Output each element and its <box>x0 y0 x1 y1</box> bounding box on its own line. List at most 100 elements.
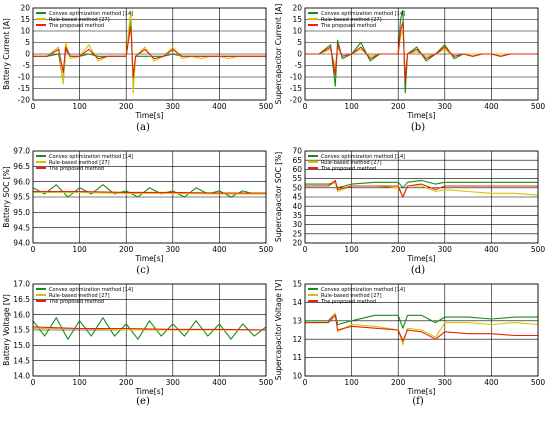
x-tick-label: 0 <box>31 245 36 254</box>
x-tick-label: 400 <box>484 378 499 387</box>
y-axis-label: Supercapacitor Voltage [V] <box>274 280 283 381</box>
series-line-2 <box>33 191 266 195</box>
x-tick-label: 200 <box>119 245 134 254</box>
legend-entry: Rule-based method [27] <box>49 293 110 299</box>
panel-caption: (c) <box>136 265 150 276</box>
legend-entry: Convex optimization method [14] <box>49 287 133 293</box>
y-tick-label: 96.0 <box>13 177 30 186</box>
legend: Convex optimization method [14]Rule-base… <box>36 11 133 29</box>
panel-e: 0 100 200 300 400 500 14.0 14.5 15.0 15.5 16.0 16.5… <box>2 280 273 407</box>
series-line-3 <box>32 326 267 331</box>
plot-frame <box>304 150 539 244</box>
y-tick-label: 15.5 <box>13 326 30 335</box>
x-tick-label: 500 <box>259 378 274 387</box>
legend: Convex optimization method [14]Rule-base… <box>308 287 405 305</box>
x-tick-label: 500 <box>531 102 546 111</box>
legend-entry: Rule-based method [27] <box>321 17 382 23</box>
y-tick-label: -15 <box>290 84 302 93</box>
y-tick-label: -10 <box>290 73 302 82</box>
series-line-1 <box>32 184 266 198</box>
y-tick-label: 10 <box>20 27 30 36</box>
legend-entry: Convex optimization method [14] <box>49 154 133 160</box>
series-line-3 <box>33 25 266 78</box>
y-tick-label: 5 <box>297 38 302 47</box>
y-tick-label: 30 <box>292 220 302 229</box>
x-axis-label: Time[s] <box>406 254 435 263</box>
y-tick-label: 20 <box>292 4 302 13</box>
plot-frame <box>32 150 267 244</box>
x-axis-label: Time[s] <box>406 387 435 396</box>
legend-entry: The proposed method <box>48 299 104 305</box>
legend-entry: Rule-based method [27] <box>321 293 382 299</box>
y-tick-label: 14.5 <box>13 356 30 365</box>
x-tick-label: 0 <box>303 102 308 111</box>
x-tick-label: 300 <box>166 378 181 387</box>
y-tick-label: -15 <box>18 84 30 93</box>
y-tick-label: 50 <box>292 183 302 192</box>
y-tick-label: 60 <box>292 165 302 174</box>
legend: Convex optimization method [14]Rule-base… <box>36 154 133 172</box>
y-tick-label: 13 <box>292 316 302 325</box>
x-tick-label: 200 <box>119 378 134 387</box>
x-tick-label: 400 <box>212 245 227 254</box>
legend-entry: Convex optimization method [14] <box>49 11 133 17</box>
y-tick-label: -10 <box>18 73 30 82</box>
legend-entry: Rule-based method [27] <box>49 17 110 23</box>
legend: Convex optimization method [14]Rule-base… <box>308 11 405 29</box>
legend-entry: Convex optimization method [14] <box>321 11 405 17</box>
x-tick-label: 400 <box>484 245 499 254</box>
x-tick-label: 100 <box>72 378 87 387</box>
x-tick-label: 100 <box>72 102 87 111</box>
series-line-3 <box>305 314 538 342</box>
y-tick-label: 94.0 <box>13 239 30 248</box>
y-axis-label: Battery Voltage [V] <box>2 294 11 366</box>
legend: Convex optimization method [14]Rule-base… <box>308 154 405 172</box>
legend: Convex optimization method [14]Rule-base… <box>36 287 133 305</box>
panel-a: 0 100 200 300 400 500 -20 -15 -10 -5 0 5 10 15 20 Time[… <box>2 4 273 133</box>
y-tick-label: 20 <box>20 4 30 13</box>
y-tick-label: 65 <box>292 156 302 165</box>
x-tick-label: 500 <box>259 245 274 254</box>
y-tick-label: 97.0 <box>13 147 30 156</box>
legend-entry: The proposed method <box>48 166 104 172</box>
x-axis-label: Time[s] <box>406 111 435 120</box>
y-tick-label: -20 <box>18 96 30 105</box>
panel-caption: (f) <box>412 396 424 407</box>
plot-frame <box>32 283 267 377</box>
y-tick-label: 5 <box>25 38 30 47</box>
x-axis-label: Time[s] <box>134 111 163 120</box>
y-tick-label: 10 <box>292 372 302 381</box>
x-tick-label: 300 <box>438 102 453 111</box>
y-tick-label: 40 <box>292 202 302 211</box>
x-tick-label: 300 <box>438 378 453 387</box>
x-tick-label: 400 <box>212 102 227 111</box>
x-tick-label: 100 <box>72 245 87 254</box>
x-tick-label: 200 <box>391 102 406 111</box>
y-tick-label: 15.0 <box>13 341 30 350</box>
legend-entry: Rule-based method [27] <box>321 160 382 166</box>
x-tick-label: 500 <box>259 102 274 111</box>
x-tick-label: 0 <box>31 378 36 387</box>
series-line-3 <box>33 190 266 194</box>
x-tick-label: 200 <box>391 378 406 387</box>
y-tick-label: 12 <box>292 335 302 344</box>
x-tick-label: 100 <box>344 378 359 387</box>
panel-f: 0 100 200 300 400 500 10 11 12 13 14 15 Time[s] Super… <box>274 280 545 407</box>
legend-entry: Convex optimization method [14] <box>321 287 405 293</box>
y-tick-label: 15 <box>20 15 30 24</box>
x-tick-label: 300 <box>166 245 181 254</box>
plot-frame <box>304 283 539 377</box>
y-axis-label: Supercapacitor Current [A] <box>274 4 283 105</box>
y-tick-label: 11 <box>292 353 302 362</box>
x-tick-label: 300 <box>438 245 453 254</box>
panel-c: 0 100 200 300 400 500 94.0 94.5 95.0 95.5 96.0 96.5… <box>2 147 273 276</box>
x-axis-label: Time[s] <box>134 254 163 263</box>
panel-caption: (d) <box>411 265 425 276</box>
y-tick-label: 55 <box>292 174 302 183</box>
y-tick-label: 20 <box>292 239 302 248</box>
x-tick-label: 500 <box>531 245 546 254</box>
panel-caption: (a) <box>136 122 150 133</box>
x-tick-label: 0 <box>303 378 308 387</box>
x-tick-label: 200 <box>119 102 134 111</box>
